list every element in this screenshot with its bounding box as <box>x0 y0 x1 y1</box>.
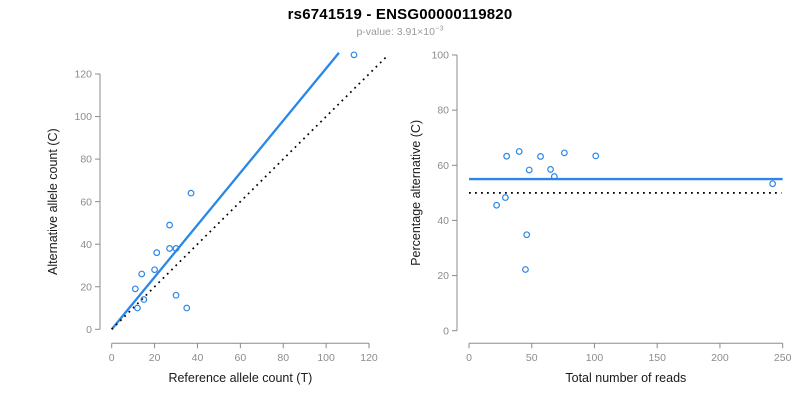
x-axis-label: Reference allele count (T) <box>168 371 312 385</box>
x-tick-label: 40 <box>192 352 204 364</box>
data-point <box>183 304 191 312</box>
data-point <box>140 296 148 303</box>
data-point <box>172 291 180 299</box>
y-axis-label: Alternative allele count (C) <box>46 128 60 275</box>
data-point <box>151 266 158 274</box>
data-point <box>503 152 511 160</box>
data-point <box>515 148 523 155</box>
data-point <box>166 245 173 252</box>
y-tick-label: 60 <box>80 196 92 208</box>
data-point <box>547 166 554 173</box>
data-point <box>501 194 509 201</box>
x-tick-label: 50 <box>526 352 538 364</box>
data-point <box>550 173 558 180</box>
x-tick-label: 60 <box>235 352 247 364</box>
figure-title: rs6741519 - ENSG00000119820 <box>287 6 513 23</box>
y-tick-label: 40 <box>80 239 92 251</box>
identity-line <box>111 56 387 330</box>
y-tick-label: 100 <box>431 50 449 62</box>
left-plot: 0 20 40 60 80 100 120 0 20 40 60 80 100 120 Reference … <box>46 51 387 385</box>
data-point <box>560 149 568 157</box>
data-point <box>131 285 139 293</box>
y-tick-label: 80 <box>437 105 449 117</box>
data-point <box>138 270 146 278</box>
data-point <box>350 51 358 59</box>
pvalue-text: p-value: 3.91×10 <box>356 26 435 38</box>
regression-line <box>110 51 340 331</box>
y-tick-label: 40 <box>437 215 449 227</box>
pvalue-exponent: −3 <box>434 23 444 33</box>
y-tick-label: 0 <box>86 324 92 336</box>
x-tick-label: 80 <box>277 352 289 364</box>
x-tick-label: 250 <box>774 352 792 364</box>
data-point <box>166 221 173 229</box>
data-point <box>153 249 161 257</box>
right-plot: 0 50 100 150 200 250 0 20 40 60 80 100 Total number … <box>409 50 792 385</box>
data-point <box>525 166 533 174</box>
figure-subtitle: p-value: 3.91×10−3 <box>0 23 800 38</box>
y-tick-label: 0 <box>443 325 449 337</box>
data-point <box>537 153 544 160</box>
y-tick-label: 60 <box>437 160 449 172</box>
y-tick-label: 100 <box>74 111 92 123</box>
data-point <box>134 304 141 312</box>
data-point <box>187 189 195 197</box>
x-tick-label: 100 <box>586 352 604 364</box>
data-point <box>592 152 600 160</box>
data-point <box>522 266 529 273</box>
y-tick-label: 120 <box>74 69 92 81</box>
x-tick-label: 0 <box>109 352 115 364</box>
data-point <box>172 245 180 252</box>
x-tick-label: 150 <box>648 352 666 364</box>
y-tick-label: 80 <box>80 154 92 166</box>
x-tick-label: 0 <box>466 352 472 364</box>
x-tick-label: 100 <box>317 352 335 364</box>
data-point <box>523 231 531 239</box>
x-axis-label: Total number of reads <box>565 371 686 385</box>
data-point <box>769 180 777 188</box>
y-axis-label: Percentage alternative (C) <box>409 120 423 266</box>
y-tick-label: 20 <box>80 281 92 293</box>
x-tick-label: 200 <box>711 352 729 364</box>
x-tick-label: 20 <box>149 352 161 364</box>
y-tick-label: 20 <box>437 270 449 282</box>
x-tick-label: 120 <box>360 352 378 364</box>
data-point <box>493 201 501 209</box>
